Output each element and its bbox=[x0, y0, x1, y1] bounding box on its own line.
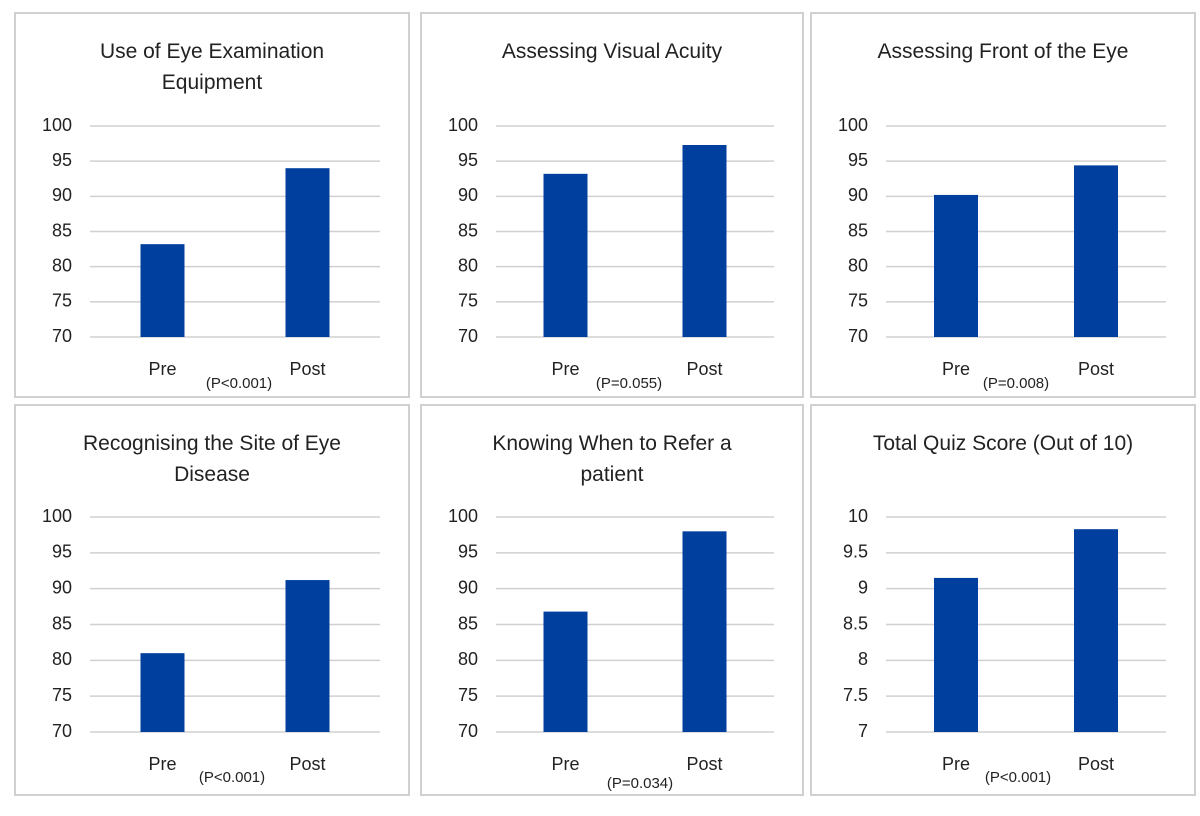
y-tick-label: 9 bbox=[858, 577, 868, 597]
bar bbox=[682, 144, 727, 337]
chart: 70 75 80 85 90 95 100 Pre Post (P=0.055) bbox=[448, 115, 774, 392]
annotation: (P<0.001) bbox=[199, 769, 265, 786]
x-tick-label: Post bbox=[289, 359, 325, 379]
y-tick-label: 100 bbox=[448, 506, 478, 526]
y-tick-label: 75 bbox=[848, 291, 868, 311]
y-tick-label: 95 bbox=[458, 542, 478, 562]
y-tick-label: 7 bbox=[858, 721, 868, 741]
x-tick-label: Post bbox=[289, 754, 325, 774]
y-tick-label: 70 bbox=[52, 326, 72, 346]
y-tick-label: 80 bbox=[52, 255, 72, 275]
y-tick-label: 95 bbox=[848, 150, 868, 170]
y-tick-label: 100 bbox=[838, 115, 868, 135]
x-tick-label: Pre bbox=[942, 754, 970, 774]
y-tick-label: 80 bbox=[458, 255, 478, 275]
y-tick-label: 70 bbox=[458, 721, 478, 741]
chart-panel: Assessing Visual Acuity 70 75 80 85 90 95 100 Pr… bbox=[420, 12, 804, 398]
y-tick-label: 8 bbox=[858, 649, 868, 669]
x-tick-label: Pre bbox=[148, 359, 176, 379]
bar bbox=[543, 611, 588, 732]
chart-title: Knowing When to Refer a patient bbox=[492, 432, 732, 486]
annotation: (P=0.055) bbox=[596, 375, 662, 392]
y-tick-label: 8.5 bbox=[843, 613, 868, 633]
x-tick-label: Pre bbox=[148, 754, 176, 774]
chart: 70 75 80 85 90 95 100 Pre Post (P=0.034) bbox=[448, 506, 774, 792]
y-tick-label: 85 bbox=[458, 613, 478, 633]
chart-panel: Assessing Front of the Eye 70 75 80 85 90 95 10… bbox=[810, 12, 1196, 398]
y-tick-label: 80 bbox=[52, 649, 72, 669]
x-tick-label: Post bbox=[1078, 359, 1114, 379]
bar bbox=[285, 580, 330, 732]
y-tick-label: 85 bbox=[848, 220, 868, 240]
chart-title: Assessing Front of the Eye bbox=[877, 40, 1129, 63]
chart-panel: Knowing When to Refer a patient 70 75 80 85 9… bbox=[420, 404, 804, 796]
x-tick-label: Post bbox=[686, 359, 722, 379]
y-tick-label: 90 bbox=[458, 577, 478, 597]
y-tick-label: 75 bbox=[458, 685, 478, 705]
x-tick-label: Pre bbox=[551, 359, 579, 379]
chart: 7 7.5 8 8.5 9 9.5 10 Pre Post (P<0.001) bbox=[843, 506, 1166, 786]
chart-title: Total Quiz Score (Out of 10) bbox=[872, 432, 1134, 455]
chart-panel: Use of Eye Examination Equipment 70 75 80 85… bbox=[14, 12, 410, 398]
chart-title: Use of Eye Examination Equipment bbox=[99, 40, 325, 94]
bar bbox=[140, 653, 185, 732]
y-tick-label: 75 bbox=[52, 685, 72, 705]
chart: 70 75 80 85 90 95 100 Pre Post (P<0.001) bbox=[42, 115, 380, 392]
bar bbox=[1074, 165, 1118, 337]
chart-title: Recognising the Site of Eye Disease bbox=[83, 432, 341, 486]
y-tick-label: 95 bbox=[52, 150, 72, 170]
bar bbox=[1074, 529, 1118, 732]
annotation: (P<0.001) bbox=[206, 375, 272, 392]
chart: 70 75 80 85 90 95 100 Pre Post (P=0.008) bbox=[838, 115, 1166, 392]
y-tick-label: 70 bbox=[52, 721, 72, 741]
annotation: (P=0.034) bbox=[607, 775, 673, 792]
bar bbox=[543, 173, 588, 337]
y-tick-label: 100 bbox=[42, 506, 72, 526]
x-tick-label: Post bbox=[1078, 754, 1114, 774]
bar bbox=[682, 531, 727, 732]
chart-panel: Recognising the Site of Eye Disease 70 75 8… bbox=[14, 404, 410, 796]
y-tick-label: 10 bbox=[848, 506, 868, 526]
chart-panel: Total Quiz Score (Out of 10) 7 7.5 8 8.5 9 9.5… bbox=[810, 404, 1196, 796]
x-tick-label: Post bbox=[686, 754, 722, 774]
annotation: (P<0.001) bbox=[985, 769, 1051, 786]
y-tick-label: 80 bbox=[458, 649, 478, 669]
y-tick-label: 70 bbox=[848, 326, 868, 346]
y-tick-label: 90 bbox=[848, 185, 868, 205]
y-tick-label: 100 bbox=[448, 115, 478, 135]
bar bbox=[285, 168, 330, 337]
annotation: (P=0.008) bbox=[983, 375, 1049, 392]
y-tick-label: 80 bbox=[848, 255, 868, 275]
y-tick-label: 90 bbox=[458, 185, 478, 205]
bar bbox=[934, 577, 978, 732]
y-tick-label: 9.5 bbox=[843, 542, 868, 562]
y-tick-label: 85 bbox=[52, 613, 72, 633]
y-tick-label: 90 bbox=[52, 185, 72, 205]
bar bbox=[934, 194, 978, 337]
y-tick-label: 70 bbox=[458, 326, 478, 346]
y-tick-label: 85 bbox=[52, 220, 72, 240]
y-tick-label: 95 bbox=[52, 542, 72, 562]
x-tick-label: Pre bbox=[942, 359, 970, 379]
y-tick-label: 85 bbox=[458, 220, 478, 240]
x-tick-label: Pre bbox=[551, 754, 579, 774]
y-tick-label: 75 bbox=[52, 291, 72, 311]
y-tick-label: 90 bbox=[52, 577, 72, 597]
y-tick-label: 95 bbox=[458, 150, 478, 170]
chart: 70 75 80 85 90 95 100 Pre Post (P<0.001) bbox=[42, 506, 380, 786]
bar bbox=[140, 244, 185, 337]
y-tick-label: 100 bbox=[42, 115, 72, 135]
chart-title: Assessing Visual Acuity bbox=[501, 40, 723, 63]
y-tick-label: 75 bbox=[458, 291, 478, 311]
y-tick-label: 7.5 bbox=[843, 685, 868, 705]
